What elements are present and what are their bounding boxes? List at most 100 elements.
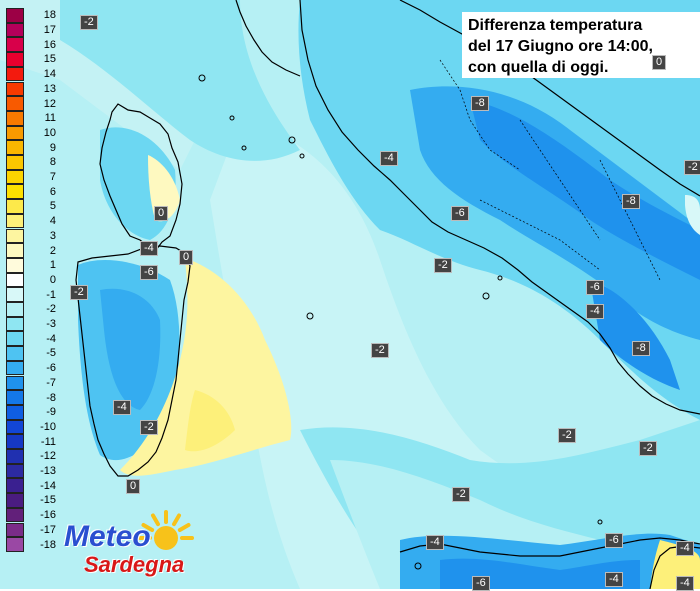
legend-swatch — [6, 404, 24, 420]
sun-ray — [151, 513, 160, 527]
legend-row: -8 — [6, 390, 56, 405]
legend-value: 2 — [49, 244, 56, 257]
legend-swatch — [6, 8, 24, 23]
legend-swatch — [6, 22, 24, 38]
mainland-deepest-zone — [470, 100, 700, 280]
legend-row: -1 — [6, 287, 56, 302]
legend-swatch — [6, 537, 24, 552]
contour-label: -2 — [140, 420, 158, 435]
legend-row: -17 — [6, 522, 56, 538]
contour-label: -8 — [471, 96, 489, 111]
legend-swatch — [6, 493, 24, 508]
contour-label: -2 — [434, 258, 452, 273]
legend-swatch — [6, 390, 24, 405]
legend-swatch — [6, 302, 24, 317]
legend-swatch — [6, 228, 24, 244]
legend-swatch — [6, 155, 24, 170]
legend-row: -2 — [6, 302, 56, 317]
legend-row: 4 — [6, 213, 56, 229]
legend-value: -9 — [46, 406, 56, 419]
legend-row: -18 — [6, 537, 56, 552]
legend-value: 5 — [49, 200, 56, 213]
legend-swatch — [6, 287, 24, 302]
legend-row: 13 — [6, 81, 56, 97]
temperature-legend: 18 17 16 15 14 13 12 11 10 9 8 7 6 5 4 3 2 1 0 -1 -2 -3 -4 -5 -6… — [6, 8, 60, 583]
east-edge-light-zone — [685, 195, 700, 235]
contour-label: -8 — [632, 341, 650, 356]
legend-row: 8 — [6, 155, 56, 170]
legend-row: 7 — [6, 169, 56, 185]
legend-value: 6 — [49, 185, 56, 198]
legend-row: -3 — [6, 316, 56, 332]
legend-row: 5 — [6, 199, 56, 214]
legend-value: 7 — [49, 171, 56, 184]
legend-value: -15 — [40, 494, 56, 507]
legend-swatch — [6, 199, 24, 214]
legend-row: -5 — [6, 346, 56, 361]
legend-swatch — [6, 463, 24, 479]
contour-label: -2 — [452, 487, 470, 502]
legend-value: 1 — [49, 259, 56, 272]
legend-swatch — [6, 37, 24, 53]
legend-value: 13 — [43, 82, 56, 95]
legend-swatch — [6, 331, 24, 347]
meteo-sardegna-logo: Meteo Sardegna — [58, 510, 208, 584]
contour-label: 0 — [126, 479, 141, 494]
legend-swatch — [6, 125, 24, 141]
legend-row: -4 — [6, 331, 56, 347]
legend-row: 17 — [6, 22, 56, 38]
legend-row: -13 — [6, 463, 56, 479]
legend-row: -16 — [6, 507, 56, 523]
corsica-warm-zone — [148, 155, 180, 222]
legend-row: 16 — [6, 37, 56, 53]
legend-value: -6 — [46, 362, 56, 375]
legend-value: -10 — [40, 420, 56, 433]
contour-label: -4 — [140, 241, 158, 256]
legend-value: 11 — [44, 112, 56, 125]
legend-row: -6 — [6, 360, 56, 376]
legend-value: -16 — [40, 509, 56, 522]
legend-row: 10 — [6, 125, 56, 141]
contour-label: -2 — [684, 160, 700, 175]
legend-row: 2 — [6, 243, 56, 258]
coastline-corsica — [99, 103, 183, 251]
legend-row: 3 — [6, 228, 56, 244]
legend-row: 1 — [6, 257, 56, 273]
sea-light-zone — [210, 120, 620, 589]
title-line-1: Differenza temperatura — [468, 17, 643, 34]
legend-value: -5 — [46, 347, 56, 360]
legend-swatch — [6, 346, 24, 361]
legend-value: -14 — [40, 479, 56, 492]
legend-row: -7 — [6, 375, 56, 391]
legend-row: 14 — [6, 66, 56, 82]
legend-value: -3 — [46, 318, 56, 331]
contour-label: -6 — [605, 533, 623, 548]
legend-row: 12 — [6, 96, 56, 111]
sun-icon — [138, 510, 194, 550]
legend-swatch — [6, 66, 24, 82]
coastline-north-edge — [235, 0, 301, 77]
contour-label: -6 — [586, 280, 604, 295]
legend-value: 16 — [43, 38, 56, 51]
sardinia-east-warmer-zone — [185, 390, 235, 452]
contour-label: -6 — [451, 206, 469, 221]
legend-swatch — [6, 184, 24, 200]
legend-swatch — [6, 81, 24, 97]
legend-value: 18 — [43, 9, 56, 22]
contour-label: -2 — [558, 428, 576, 443]
legend-swatch — [6, 360, 24, 376]
mainland-deep-zone — [410, 86, 700, 340]
legend-value: -8 — [46, 391, 56, 404]
legend-value: 3 — [49, 229, 56, 242]
coastline-italy-adriatic — [399, 0, 700, 197]
logo-word-meteo: Meteo — [64, 520, 151, 553]
legend-swatch — [6, 316, 24, 332]
legend-row: -11 — [6, 434, 56, 449]
contour-label: -4 — [586, 304, 604, 319]
sardinia-colder-zone — [100, 288, 161, 410]
legend-swatch — [6, 243, 24, 258]
sardinia-east-warm-zone — [120, 258, 292, 476]
legend-row: 18 — [6, 8, 56, 23]
legend-row: 0 — [6, 272, 56, 288]
